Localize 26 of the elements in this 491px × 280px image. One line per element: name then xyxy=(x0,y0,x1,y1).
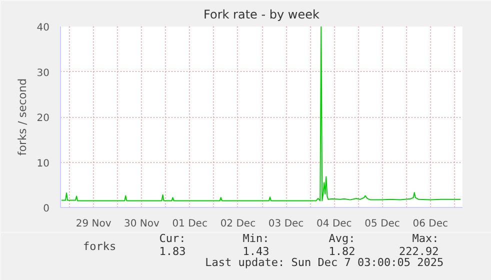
y-axis-title: forks / second xyxy=(16,78,29,156)
x-tick-label: 01 Dec xyxy=(172,218,208,230)
text: Min: xyxy=(242,232,270,245)
text: 222.92 xyxy=(399,245,439,258)
x-tick-label: 05 Dec xyxy=(364,218,400,230)
chart-title: Fork rate - by week xyxy=(204,8,320,22)
text: Avg: xyxy=(328,232,356,245)
y-tick-label: 10 xyxy=(36,158,50,170)
x-tick-label: 04 Dec xyxy=(316,218,352,230)
text: 1.83 xyxy=(159,245,186,258)
x-tick-label: 06 Dec xyxy=(412,218,448,230)
y-tick-label: 0 xyxy=(43,204,50,214)
text: forks xyxy=(83,240,116,253)
y-tick-label: 40 xyxy=(36,22,50,34)
y-tick-label: 20 xyxy=(36,113,50,124)
text: Cur: xyxy=(159,232,186,245)
line-series xyxy=(61,26,461,202)
y-tick-label: 30 xyxy=(36,68,50,79)
x-tick-label: 02 Dec xyxy=(220,218,256,230)
text: Last update: Sun Dec 7 03:00:05 2025 xyxy=(205,256,444,269)
text: 1.43 xyxy=(242,245,270,258)
text: 1.82 xyxy=(328,245,356,258)
x-tick-label: 30 Nov xyxy=(124,218,160,230)
x-tick-label: 03 Dec xyxy=(268,218,304,230)
x-tick-label: 29 Nov xyxy=(76,218,112,230)
text: Max: xyxy=(412,232,439,245)
